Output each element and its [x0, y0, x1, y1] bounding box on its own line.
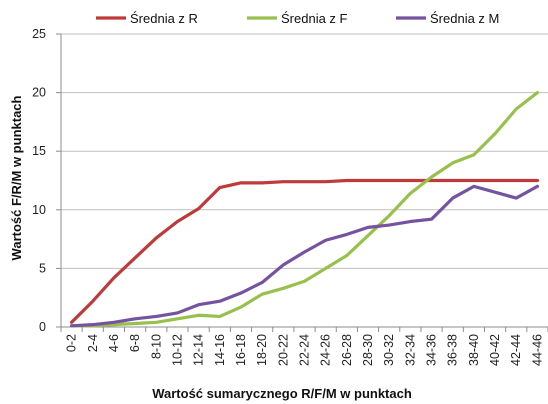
series-line-2 [69, 90, 540, 328]
x-tick-label: 44-46 [530, 334, 544, 366]
x-tick-label: 22-24 [298, 334, 312, 366]
x-tick-label: 26-28 [340, 334, 354, 366]
y-tick-label: 20 [32, 86, 46, 100]
y-tick-label: 5 [39, 261, 46, 275]
x-axis-title: Wartość sumarycznego R/F/M w punktach [152, 386, 412, 401]
x-tick-label: 20-22 [276, 334, 290, 366]
axes [56, 33, 548, 332]
legend-label: Średnia z R [130, 11, 198, 26]
series [69, 90, 540, 328]
x-tick-labels: 0-2 2-4 4-6 6-8 8-10 10-12 12-14 14-16 16-18 18-2… [65, 334, 545, 366]
x-tick-label: 2-4 [86, 334, 100, 352]
x-tick-label: 6-8 [128, 334, 142, 352]
y-axis-title: Wartość F/R/M w punktach [9, 95, 24, 260]
x-tick-label: 4-6 [107, 334, 121, 352]
series-line-3 [69, 184, 540, 328]
x-tick-label: 18-20 [255, 334, 269, 366]
x-tick-label: 10-12 [170, 334, 184, 366]
legend: Średnia z R Średnia z F Średnia z M [96, 11, 499, 26]
series-line-1 [69, 178, 540, 324]
y-tick-label: 15 [32, 144, 46, 158]
legend-label: Średnia z F [281, 11, 348, 26]
x-tick-label: 28-30 [361, 334, 375, 366]
x-tick-label: 36-38 [446, 334, 460, 366]
x-tick-label: 38-40 [467, 334, 481, 366]
x-tick-label: 16-18 [234, 334, 248, 366]
y-tick-label: 10 [32, 203, 46, 217]
x-tick-label: 24-26 [319, 334, 333, 366]
x-tick-label: 8-10 [149, 334, 163, 359]
x-tick-label: 12-14 [192, 334, 206, 366]
x-tick-label: 32-34 [403, 334, 417, 366]
x-tick-label: 14-16 [213, 334, 227, 366]
x-tick-label: 42-44 [509, 334, 523, 366]
grid [61, 33, 548, 269]
x-tick-label: 30-32 [382, 334, 396, 366]
x-tick-label: 0-2 [65, 334, 79, 352]
x-tick-label: 34-36 [425, 334, 439, 366]
legend-label: Średnia z M [430, 11, 499, 26]
y-tick-label: 0 [39, 320, 46, 334]
y-tick-label: 25 [32, 27, 46, 41]
x-tick-label: 40-42 [488, 334, 502, 366]
y-tick-labels: 0 5 10 15 20 25 [32, 27, 46, 334]
